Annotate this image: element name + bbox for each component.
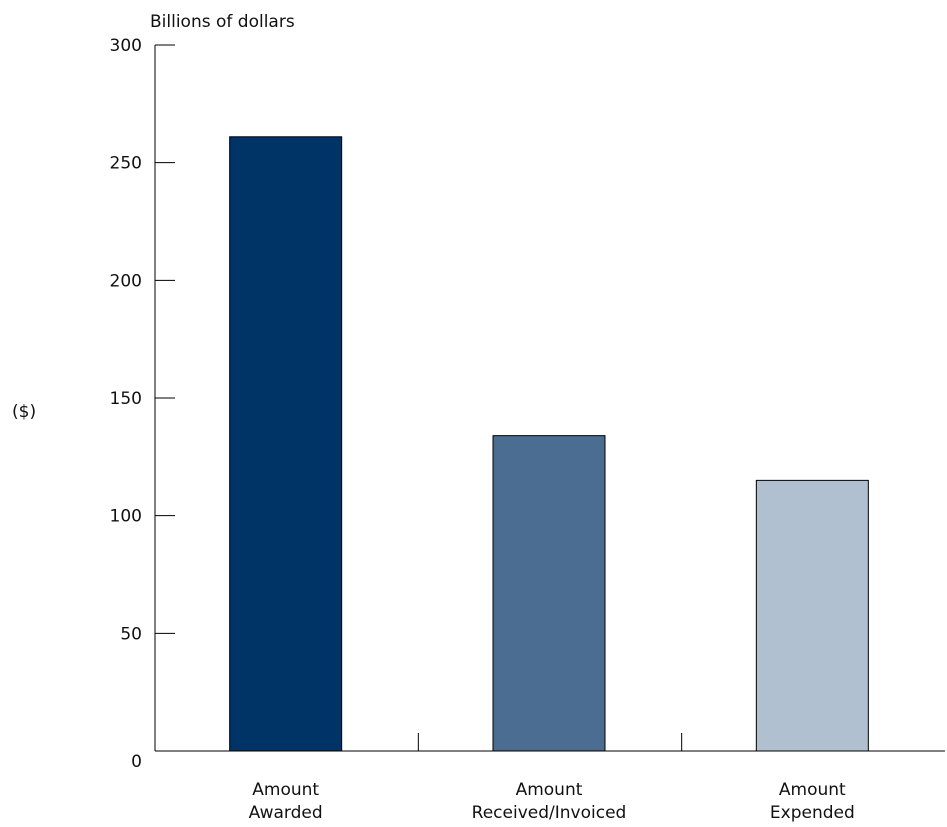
y-unit-label: Billions of dollars <box>150 12 295 32</box>
y-axis-label: ($) <box>12 402 36 422</box>
x-category-label: Amount Received/Invoiced <box>472 780 627 823</box>
x-category-label-line: Amount <box>516 780 583 800</box>
x-category-label: Amount Awarded <box>249 780 323 823</box>
y-tick-label: 100 <box>110 507 142 527</box>
bar <box>229 136 343 752</box>
y-tick-labels: 0 50 100 150 200 250 300 <box>110 36 142 772</box>
bar <box>755 479 869 752</box>
x-category-label-line: Received/Invoiced <box>472 803 627 823</box>
x-category-label: Amount Expended <box>770 780 855 823</box>
x-category-label-line: Expended <box>770 803 855 823</box>
y-tick-label: 300 <box>110 36 142 56</box>
y-tick-label: 250 <box>110 154 142 174</box>
y-tick-label: 200 <box>110 271 142 291</box>
x-category-label-line: Amount <box>779 780 846 800</box>
x-category-label-line: Awarded <box>249 803 323 823</box>
y-tick-label: 0 <box>131 752 142 772</box>
bar <box>492 435 606 752</box>
y-tick-label: 150 <box>110 389 142 409</box>
x-category-label-line: Amount <box>252 780 319 800</box>
y-tick-label: 50 <box>120 624 142 644</box>
bars <box>229 136 869 752</box>
